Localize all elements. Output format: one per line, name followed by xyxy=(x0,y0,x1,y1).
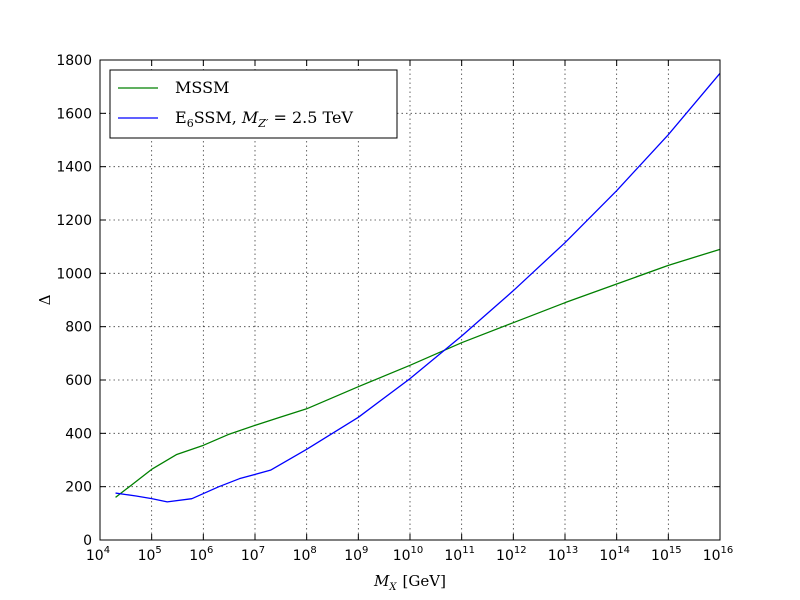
series-layer xyxy=(115,72,721,503)
legend-label-part: Z′ xyxy=(257,117,269,130)
y-tick-label: 200 xyxy=(65,480,92,496)
y-tick-label: 1200 xyxy=(56,213,92,229)
x-tick-label: 104 xyxy=(86,545,110,564)
y-tick-label: 400 xyxy=(65,426,92,442)
legend-label-part: = 2.5 TeV xyxy=(268,108,353,127)
legend-entries: MSSM E6SSM, MZ′ = 2.5 TeV xyxy=(118,78,353,130)
x-tick-label-exponent: 13 xyxy=(566,545,579,556)
x-tick-label-base: 10 xyxy=(496,548,514,564)
x-tick-label-exponent: 16 xyxy=(721,545,734,556)
x-tick-label-exponent: 7 xyxy=(259,545,265,556)
x-tick-label-exponent: 6 xyxy=(207,545,213,556)
x-tick-label: 107 xyxy=(241,545,265,564)
series-line-0 xyxy=(115,248,721,498)
y-tick-label: 0 xyxy=(83,533,92,549)
legend-label-part: SSM, xyxy=(194,108,242,127)
legend-label-part: MSSM xyxy=(175,78,229,97)
x-tick-label: 1016 xyxy=(703,545,734,564)
x-axis-title-unit: [GeV] xyxy=(403,572,446,590)
x-tick-label-exponent: 4 xyxy=(104,545,110,556)
x-tick-label-base: 10 xyxy=(241,548,259,564)
x-tick-label: 1011 xyxy=(444,545,475,564)
x-tick-label: 108 xyxy=(293,545,317,564)
x-tick-label-base: 10 xyxy=(138,548,156,564)
x-axis-title-main: M xyxy=(373,572,390,590)
x-tick-label-base: 10 xyxy=(599,548,617,564)
x-tick-label-exponent: 12 xyxy=(514,545,527,556)
grid xyxy=(100,60,720,540)
x-tick-label: 1012 xyxy=(496,545,527,564)
x-tick-label-exponent: 8 xyxy=(310,545,316,556)
y-tick-label: 1400 xyxy=(56,160,92,176)
x-tick-label-base: 10 xyxy=(548,548,566,564)
y-tick-label: 1600 xyxy=(56,106,92,122)
x-tick-label-exponent: 15 xyxy=(669,545,682,556)
x-tick-label-exponent: 14 xyxy=(617,545,630,556)
x-tick-label: 105 xyxy=(138,545,162,564)
legend-box xyxy=(109,69,398,139)
y-axis-title: Δ xyxy=(36,294,54,305)
x-tick-label-base: 10 xyxy=(189,548,207,564)
x-tick-label-exponent: 9 xyxy=(362,545,368,556)
x-tick-label: 106 xyxy=(189,545,213,564)
y-tick-label: 600 xyxy=(65,373,92,389)
x-tick-label: 1014 xyxy=(599,545,630,564)
x-tick-label-exponent: 5 xyxy=(155,545,161,556)
series-line-1 xyxy=(115,72,721,503)
x-axis-title: MX [GeV] xyxy=(373,572,446,593)
x-tick-label-exponent: 11 xyxy=(462,545,475,556)
x-tick-label-base: 10 xyxy=(703,548,721,564)
legend-label-0: MSSM xyxy=(175,78,229,97)
x-tick-label: 1010 xyxy=(393,545,424,564)
x-tick-label: 1013 xyxy=(548,545,579,564)
y-tick-label: 800 xyxy=(65,320,92,336)
legend: MSSM E6SSM, MZ′ = 2.5 TeV xyxy=(109,69,398,139)
x-tick-label-base: 10 xyxy=(651,548,669,564)
x-tick-label-base: 10 xyxy=(86,548,104,564)
legend-label-part: M xyxy=(241,108,259,127)
x-tick-label: 1015 xyxy=(651,545,682,564)
x-tick-label-base: 10 xyxy=(344,548,362,564)
x-tick-label-exponent: 10 xyxy=(411,545,424,556)
y-tick-label: 1000 xyxy=(56,266,92,282)
x-tick-label-base: 10 xyxy=(393,548,411,564)
x-tick-labels: 104 105 106 107 108 109 1010 1011 1012 1013 1014 10… xyxy=(86,545,733,564)
x-tick-label-base: 10 xyxy=(293,548,311,564)
x-tick-label: 109 xyxy=(344,545,368,564)
y-tick-labels: 0 200 400 600 800 1000 1200 1400 1600 1800 xyxy=(56,53,92,549)
x-tick-label-base: 10 xyxy=(444,548,462,564)
legend-label-part: E xyxy=(175,108,187,127)
x-axis-title-sub: X xyxy=(388,582,397,593)
legend-label-part: 6 xyxy=(187,117,194,130)
legend-label-1: E6SSM, MZ′ = 2.5 TeV xyxy=(175,108,353,130)
y-tick-label: 1800 xyxy=(56,53,92,69)
ticks xyxy=(99,59,721,541)
